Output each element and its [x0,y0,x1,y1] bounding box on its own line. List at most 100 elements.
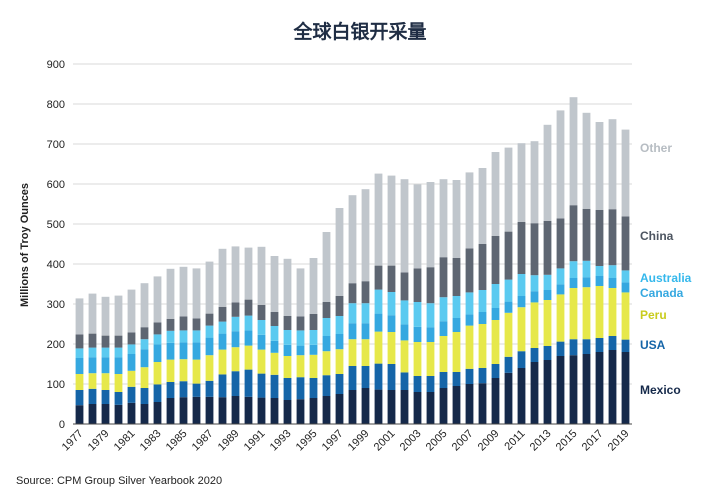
bar-segment-peru [153,362,162,385]
bar-segment-usa [452,372,461,386]
bar-segment-other [153,276,162,323]
legend-china: China [640,229,674,243]
y-tick-label: 600 [47,179,65,191]
bar-segment-peru [517,307,526,352]
bar-segment-mexico [374,389,383,424]
bar-segment-china [270,312,279,326]
bar-segment-australia [426,303,435,328]
bar-segment-peru [348,339,357,366]
bar-segment-canada [218,333,227,350]
bar-segment-mexico [296,399,305,424]
x-tick-label: 2005 [424,428,450,454]
bar-segment-australia [270,326,279,341]
bar-segment-usa [244,369,253,397]
bar-segment-canada [322,336,331,352]
bar-segment-canada [114,357,123,374]
bar-segment-other [179,266,188,317]
bar-segment-china [218,306,227,322]
bar-stack-1986 [192,268,201,424]
bar-segment-other [296,268,305,317]
bar-segment-other [478,168,487,244]
bar-segment-mexico [309,398,318,424]
bar-segment-other [439,179,448,258]
bar-segment-china [582,208,591,261]
bar-segment-canada [140,349,149,368]
bar-segment-australia [231,316,240,332]
y-tick-label: 800 [47,99,65,111]
bar-stack-1980 [114,295,123,424]
bar-segment-usa [491,364,500,378]
bar-stack-2008 [478,168,487,424]
bar-segment-canada [335,334,344,350]
bar-segment-mexico [179,397,188,424]
y-tick-label: 200 [47,339,65,351]
bar-segment-australia [218,321,227,334]
bar-stack-2010 [504,147,513,424]
bar-stack-2014 [556,110,565,424]
bar-segment-other [595,122,604,210]
bar-segment-usa [374,363,383,390]
bar-segment-canada [387,315,396,332]
bar-segment-other [400,179,409,273]
bar-segment-mexico [595,352,604,424]
bar-stack-1993 [283,258,292,424]
bar-segment-other [491,152,500,236]
bar-segment-peru [465,325,474,369]
bar-stack-2019 [621,129,630,424]
y-axis-label: Millions of Troy Ounces [19,183,31,307]
bar-segment-other [335,208,344,296]
bar-segment-peru [413,342,422,376]
bar-stack-2011 [517,143,526,424]
bar-segment-australia [244,315,253,331]
bar-segment-other [530,141,539,224]
bar-segment-usa [257,373,266,398]
bar-segment-china [452,258,461,296]
bar-stack-2013 [543,124,552,424]
bar-segment-canada [608,278,617,288]
bar-segment-canada [309,344,318,355]
bar-segment-peru [387,332,396,364]
bar-segment-mexico [231,396,240,424]
bar-segment-australia [439,297,448,322]
bar-segment-other [413,184,422,269]
x-tick-label: 1995 [294,428,320,454]
bar-segment-australia [309,330,318,345]
bar-segment-china [153,322,162,335]
bar-segment-mexico [257,397,266,424]
bar-stack-1981 [127,289,136,424]
bar-segment-australia [517,274,526,296]
bar-segment-australia [127,344,136,354]
x-tick-label: 2011 [502,428,527,453]
bar-segment-mexico [543,360,552,424]
bar-segment-australia [296,330,305,346]
bar-segment-other [517,143,526,222]
bar-segment-peru [569,288,578,340]
bar-stack-1983 [153,276,162,424]
bar-segment-mexico [621,352,630,424]
bar-segment-usa [322,375,331,396]
bar-stack-1989 [231,246,240,424]
bar-segment-canada [361,323,370,340]
bar-segment-china [88,333,97,348]
bar-segment-australia [348,303,357,324]
bar-segment-usa [296,377,305,400]
bar-segment-usa [595,338,604,352]
bar-segment-peru [452,332,461,372]
bar-segment-australia [140,339,149,350]
bar-stack-2003 [413,184,422,424]
bar-stack-2009 [491,152,500,424]
bar-segment-usa [101,390,110,404]
bar-segment-canada [543,290,552,300]
bar-segment-peru [309,354,318,378]
bar-segment-other [322,232,331,302]
bar-segment-other [426,182,435,268]
bar-segment-other [504,147,513,232]
bar-segment-china [426,267,435,304]
bar-segment-australia [478,290,487,312]
bar-segment-other [127,289,136,333]
bar-segment-canada [153,344,162,362]
bar-segment-australia [569,261,578,278]
bar-segment-peru [283,356,292,378]
bar-segment-usa [465,368,474,384]
